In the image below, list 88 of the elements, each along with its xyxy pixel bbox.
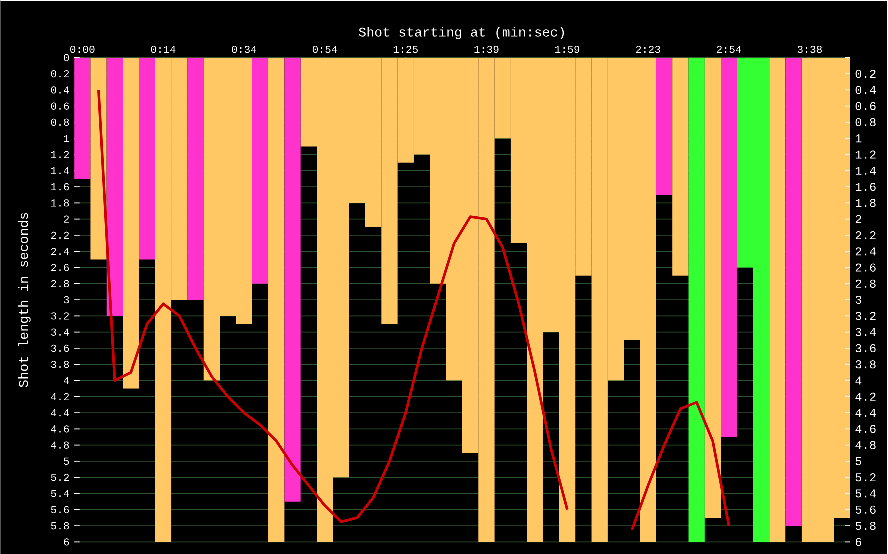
y-tick-label: 1 (64, 135, 70, 142)
y-tick-label: 3.8 (51, 360, 70, 368)
y-tick-label: 5 (64, 458, 70, 465)
bar (123, 58, 140, 389)
y2-tick-label: 5.4 (856, 490, 876, 498)
y-tick-label: 1.6 (51, 183, 70, 191)
y2-tick-label: 4.4 (856, 409, 876, 417)
y2-tick-label: 5.8 (856, 522, 876, 530)
bar (106, 58, 124, 316)
y-tick-label: 3 (64, 296, 70, 304)
bar (268, 58, 285, 542)
y-tick-label: 4.6 (51, 425, 70, 433)
y-tick-label: 4 (64, 377, 70, 384)
y2-tick-label: 1.8 (856, 199, 876, 208)
y-tick-label: 5.6 (51, 506, 70, 514)
y-tick-label: 2.6 (51, 264, 70, 272)
y2-tick-label: 3.8 (856, 360, 876, 369)
y2-tick-label: 1 (856, 134, 862, 142)
y2-tick-label: 1.6 (856, 182, 876, 192)
y-tick-label: 3.4 (51, 328, 70, 336)
y2-tick-label: 0.8 (856, 118, 876, 126)
y-tick-label: 0.4 (51, 86, 70, 94)
x-tick-label: 1:39 (474, 46, 499, 54)
bar (139, 58, 156, 260)
bar (252, 58, 269, 284)
y-axis-title: Shot length in seconds (18, 213, 31, 388)
bar (74, 58, 91, 179)
y-tick-label: 0.2 (51, 70, 70, 78)
y-tick-label: 2.4 (51, 248, 70, 256)
y2-tick-label: 2.2 (856, 231, 876, 240)
bar (721, 58, 738, 438)
y2-tick-label: 0.2 (856, 70, 876, 78)
y-tick-label: 1.4 (51, 167, 70, 174)
y-tick-label: 3.6 (51, 344, 70, 352)
y-tick-label: 5.4 (51, 490, 70, 498)
y2-tick-label: 5.2 (856, 473, 876, 482)
bar (188, 58, 204, 300)
y-tick-label: 6 (64, 538, 70, 546)
x-tick-label: 0:00 (70, 46, 95, 54)
y2-tick-label: 4.2 (856, 392, 876, 401)
x-tick-label: 2:54 (717, 46, 742, 54)
x-tick-label: 0:14 (151, 46, 176, 54)
y2-tick-label: 4 (856, 376, 862, 385)
y-tick-label: 1.8 (51, 200, 70, 207)
x-tick-label: 2:23 (636, 46, 660, 54)
x-tick-label: 1:25 (394, 46, 418, 54)
y2-tick-label: 3.6 (856, 344, 876, 352)
y-tick-label: 5.8 (51, 522, 70, 530)
y-tick-label: 0 (64, 54, 70, 62)
bar (688, 58, 705, 542)
y2-tick-label: 1.4 (856, 166, 876, 175)
y2-tick-label: 2.4 (856, 248, 876, 256)
y-tick-label: 4.4 (51, 409, 70, 416)
y2-tick-label: 0.6 (856, 102, 876, 110)
y2-tick-label: 4.8 (856, 441, 876, 450)
x-tick-label: 3:38 (798, 46, 822, 54)
x-tick-label: 0:34 (232, 46, 257, 54)
y-tick-label: 2.2 (51, 232, 70, 239)
y-tick-label: 2.8 (51, 280, 70, 288)
y-tick-label: 2 (64, 216, 70, 223)
y2-tick-label: 6 (856, 538, 862, 546)
x-tick-label: 0:54 (312, 46, 338, 54)
y-tick-label: 0.6 (51, 102, 70, 110)
y-tick-label: 1.2 (51, 151, 70, 158)
x-tick-label: 1:59 (556, 46, 580, 54)
bar (672, 58, 689, 276)
y2-tick-label: 5 (856, 457, 862, 466)
bar (704, 58, 722, 518)
y2-tick-label: 0.4 (856, 86, 876, 94)
bar (656, 58, 673, 196)
y-tick-label: 4.2 (51, 393, 70, 400)
y-tick-label: 3.2 (51, 312, 70, 320)
x-axis-title: Shot starting at (min:sec) (359, 27, 564, 40)
y2-tick-label: 3.2 (856, 312, 876, 320)
y-tick-label: 4.8 (51, 442, 70, 449)
y2-tick-label: 5.6 (856, 506, 876, 514)
bar (284, 58, 301, 502)
y2-tick-label: 2.8 (856, 280, 876, 288)
y2-tick-label: 4.6 (856, 425, 876, 434)
y2-tick-label: 3 (856, 296, 862, 304)
y-tick-label: 5.2 (51, 474, 70, 482)
y2-tick-label: 2.6 (856, 264, 876, 272)
bar (786, 58, 802, 526)
y2-tick-label: 1.2 (856, 150, 876, 159)
y2-tick-label: 2 (856, 215, 862, 224)
y-tick-label: 0.8 (51, 118, 70, 126)
bar (770, 58, 786, 542)
y2-tick-label: 3.4 (856, 328, 876, 336)
